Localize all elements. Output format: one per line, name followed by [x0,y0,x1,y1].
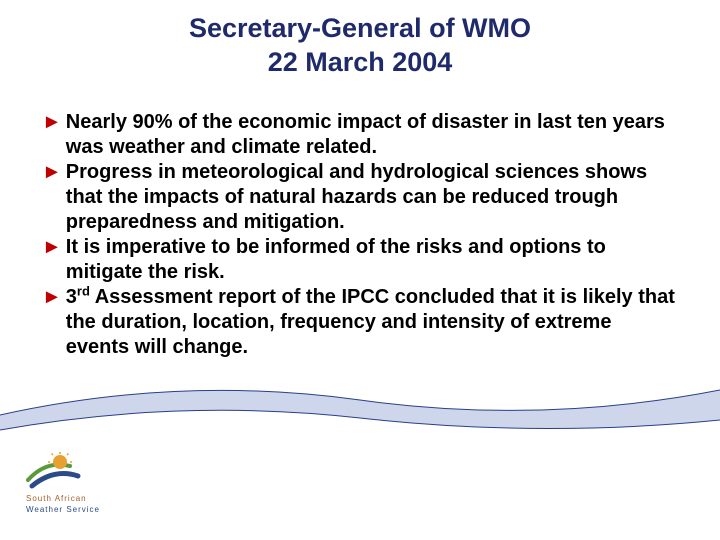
logo-text: South African Weather Service [26,494,136,516]
list-item: ► Progress in meteorological and hydrolo… [42,160,678,235]
logo-text-line2: Weather Service [26,505,136,516]
bullet-marker-icon: ► [42,160,62,185]
saws-logo: South African Weather Service [26,452,136,516]
bullet-marker-icon: ► [42,110,62,135]
list-item: ► 3rd Assessment report of the IPCC conc… [42,285,678,360]
bullet-text: Progress in meteorological and hydrologi… [66,160,678,235]
bullet-list: ► Nearly 90% of the economic impact of d… [0,110,720,360]
decorative-swoosh [0,370,720,440]
list-item: ► Nearly 90% of the economic impact of d… [42,110,678,160]
bullet-text: 3rd Assessment report of the IPCC conclu… [66,285,678,360]
slide-title-block: Secretary-General of WMO 22 March 2004 [0,0,720,110]
list-item: ► It is imperative to be informed of the… [42,235,678,285]
bullet-text: It is imperative to be informed of the r… [66,235,678,285]
bullet-marker-icon: ► [42,235,62,260]
title-line-2: 22 March 2004 [0,46,720,80]
logo-text-line1: South African [26,494,136,505]
bullet-marker-icon: ► [42,285,62,310]
logo-mark-icon [26,452,84,490]
title-line-1: Secretary-General of WMO [0,12,720,46]
bullet-text: Nearly 90% of the economic impact of dis… [66,110,678,160]
